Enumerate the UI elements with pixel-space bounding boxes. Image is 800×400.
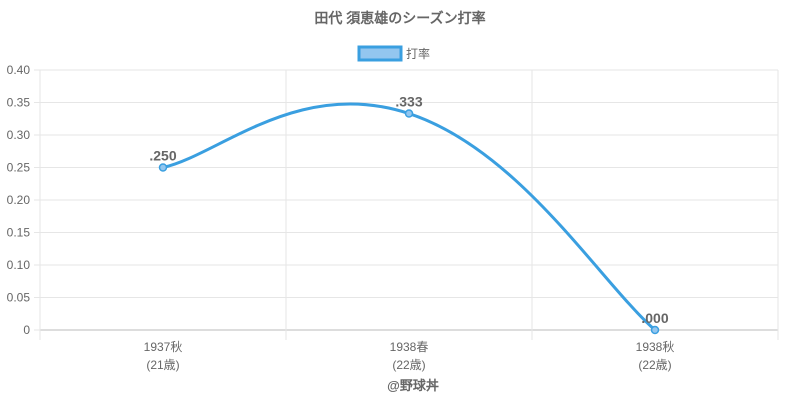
tick-label-x: (22歳)	[638, 358, 671, 372]
tick-label-y: 0	[23, 323, 30, 337]
legend[interactable]: 打率	[357, 45, 430, 62]
series-batting-average	[158, 102, 660, 335]
tick-label-x: (22歳)	[392, 358, 425, 372]
data-label: .250	[149, 148, 176, 164]
data-point	[404, 109, 414, 118]
tick-label-y: 0.35	[7, 96, 31, 110]
tick-label-x: 1938秋	[636, 340, 675, 354]
tick-label-y: 0.15	[7, 226, 31, 240]
footer-credit: @野球丼	[387, 378, 439, 393]
legend-swatch	[357, 45, 403, 62]
tick-label-y: 0.05	[7, 291, 31, 305]
legend-label: 打率	[406, 46, 430, 61]
data-labels: .250 .333 .000	[149, 94, 668, 326]
data-point	[158, 163, 168, 172]
tick-label-y: 0.30	[7, 128, 31, 142]
tick-label-y: 0.20	[7, 193, 31, 207]
tick-label-x: (21歳)	[146, 358, 179, 372]
tick-label-y: 0.40	[7, 63, 31, 77]
data-label: .333	[395, 94, 422, 110]
series-line	[162, 102, 656, 332]
chart-title: 田代 須恵雄のシーズン打率	[314, 10, 485, 26]
axes: 0 0.05 0.10 0.15 0.20 0.25 0.30 0.35 0.40 1937秋 (2…	[7, 63, 675, 372]
tick-label-x: 1938春	[390, 340, 429, 354]
tick-label-y: 0.25	[7, 161, 31, 175]
data-point	[650, 325, 660, 335]
tick-label-x: 1937秋	[144, 340, 183, 354]
tick-label-y: 0.10	[7, 258, 31, 272]
data-label: .000	[641, 310, 668, 326]
